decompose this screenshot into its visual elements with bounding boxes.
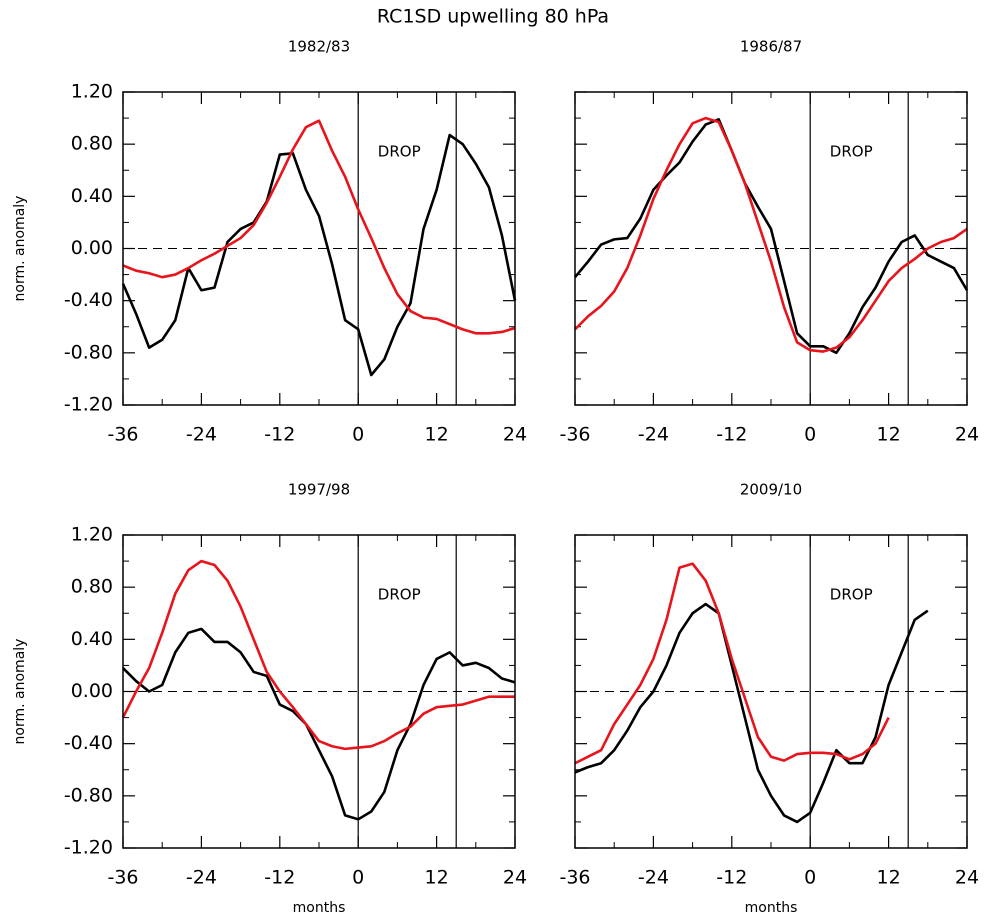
data-line xyxy=(122,119,516,335)
x-axis-label: months xyxy=(293,900,346,916)
x-tick-label: 0 xyxy=(352,867,364,889)
y-tick-label: -0.80 xyxy=(64,341,113,363)
plot-frame xyxy=(122,534,516,849)
y-tick-label: -1.20 xyxy=(64,394,113,416)
panel-title: 1997/98 xyxy=(288,481,350,499)
x-tick-label: -24 xyxy=(638,867,669,889)
panel-title: 1986/87 xyxy=(740,38,802,56)
annotation: DROP xyxy=(378,142,421,160)
plot-frame xyxy=(122,91,516,406)
x-tick-label: 12 xyxy=(425,424,449,446)
y-tick-label: -0.40 xyxy=(64,289,113,311)
y-axis-label: norm. anomaly xyxy=(12,196,28,302)
x-tick-label: -36 xyxy=(559,424,590,446)
y-tick-label: 0.80 xyxy=(71,576,113,598)
x-tick-label: -12 xyxy=(264,867,295,889)
y-tick-label: 0.00 xyxy=(71,237,113,259)
x-tick-label: 12 xyxy=(877,424,901,446)
y-tick-label: 0.40 xyxy=(71,628,113,650)
data-line xyxy=(574,116,968,353)
y-tick-label: 0.00 xyxy=(71,680,113,702)
plot-frame xyxy=(574,534,968,849)
x-tick-label: -24 xyxy=(186,424,217,446)
x-tick-label: -36 xyxy=(107,424,138,446)
x-tick-label: -12 xyxy=(716,867,747,889)
data-line xyxy=(574,118,969,355)
x-tick-label: 24 xyxy=(503,424,527,446)
annotation: DROP xyxy=(378,585,421,603)
annotation: DROP xyxy=(830,585,873,603)
data-line xyxy=(121,559,515,751)
y-tick-label: 0.80 xyxy=(71,133,113,155)
x-tick-label: 12 xyxy=(877,867,901,889)
y-axis-label: norm. anomaly xyxy=(12,639,28,745)
annotation: DROP xyxy=(830,142,873,160)
panel-title: 2009/10 xyxy=(740,481,802,499)
x-axis-label: months xyxy=(745,900,798,916)
x-tick-label: 24 xyxy=(955,424,979,446)
x-tick-label: -12 xyxy=(264,424,295,446)
y-tick-label: -0.40 xyxy=(64,732,113,754)
plot-frame xyxy=(574,91,968,406)
data-line xyxy=(574,602,929,824)
panel-title: 1982/83 xyxy=(288,38,350,56)
y-tick-label: 0.40 xyxy=(71,185,113,207)
y-tick-label: -1.20 xyxy=(64,837,113,859)
y-tick-label: 1.20 xyxy=(71,81,113,103)
x-tick-label: -24 xyxy=(186,867,217,889)
y-tick-label: -0.80 xyxy=(64,784,113,806)
x-tick-label: 12 xyxy=(425,867,449,889)
x-tick-label: 0 xyxy=(352,424,364,446)
x-tick-label: 24 xyxy=(955,867,979,889)
x-tick-label: -36 xyxy=(559,867,590,889)
x-tick-label: 0 xyxy=(804,424,816,446)
x-tick-label: -12 xyxy=(716,424,747,446)
data-line xyxy=(574,562,890,765)
data-line xyxy=(122,627,516,821)
x-tick-label: -24 xyxy=(638,424,669,446)
x-tick-label: 0 xyxy=(804,867,816,889)
x-tick-label: 24 xyxy=(503,867,527,889)
page-title: RC1SD upwelling 80 hPa xyxy=(377,6,609,28)
x-tick-label: -36 xyxy=(107,867,138,889)
y-tick-label: 1.20 xyxy=(71,524,113,546)
